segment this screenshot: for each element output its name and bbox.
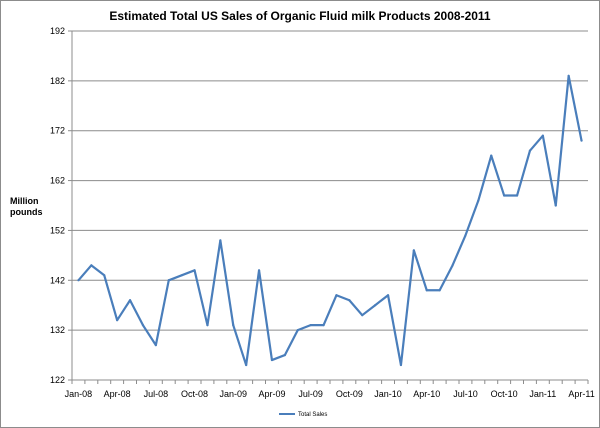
chart-title: Estimated Total US Sales of Organic Flui… [109,9,491,23]
y-tick-label: 152 [50,225,65,235]
x-tick-label: Apr-09 [258,389,285,399]
data-point [296,329,299,332]
data-point [490,154,493,157]
data-point [154,344,157,347]
x-tick-label: Apr-11 [568,389,594,399]
data-point [348,299,351,302]
data-point [386,294,390,297]
data-point [399,363,403,367]
x-tick-label: Jan-10 [374,389,402,399]
data-point [438,289,441,292]
y-axis-label-line-2: pounds [10,207,43,217]
data-point [374,304,377,307]
data-point [219,239,222,242]
data-point [283,353,286,357]
data-point [206,324,209,327]
data-point [180,274,183,277]
data-point [322,324,325,327]
y-tick-label: 142 [50,275,65,285]
x-tick-label: Oct-10 [491,389,518,399]
x-tick-label: Apr-08 [104,389,131,399]
data-point [528,149,532,152]
x-tick-label: Jan-09 [219,389,247,399]
data-point [167,279,170,282]
y-tick-label: 172 [50,126,65,136]
data-point [128,299,132,302]
data-point [116,319,119,322]
data-point [141,324,145,327]
y-tick-label: 162 [50,176,65,186]
y-tick-label: 122 [50,375,65,385]
x-tick-label: Jul-09 [298,389,323,399]
data-point [515,194,519,197]
x-tick-label: Jan-08 [65,389,93,399]
data-point [412,249,415,252]
data-point [451,264,454,267]
data-point [477,199,480,202]
data-point [270,358,274,362]
x-tick-label: Oct-09 [336,389,363,399]
y-tick-label: 182 [50,76,65,86]
y-axis-label-line-1: Million [10,196,39,206]
data-point [335,294,338,297]
data-point [361,314,364,317]
legend-label: Total Sales [298,412,327,418]
data-point [567,74,570,77]
x-tick-label: Jan-11 [529,389,556,399]
data-point [554,204,557,207]
data-point [90,264,93,267]
data-point [541,134,544,137]
y-axis-label: Million pounds [10,196,50,218]
data-point [77,279,80,282]
data-point [580,139,583,142]
x-tick-label: Jul-10 [453,389,478,399]
y-tick-label: 192 [50,26,65,36]
data-point [464,234,467,237]
data-point [232,324,235,327]
data-point [103,274,106,277]
data-point [257,269,261,272]
x-tick-label: Apr-10 [413,389,440,399]
data-point [193,269,196,272]
series-line-total-sales [77,74,583,367]
x-tick-label: Jul-08 [144,389,169,399]
data-point [309,324,312,327]
data-point [245,363,248,367]
data-point [503,194,506,197]
y-tick-label: 132 [50,325,65,335]
data-point [425,289,428,292]
x-tick-label: Oct-08 [181,389,208,399]
